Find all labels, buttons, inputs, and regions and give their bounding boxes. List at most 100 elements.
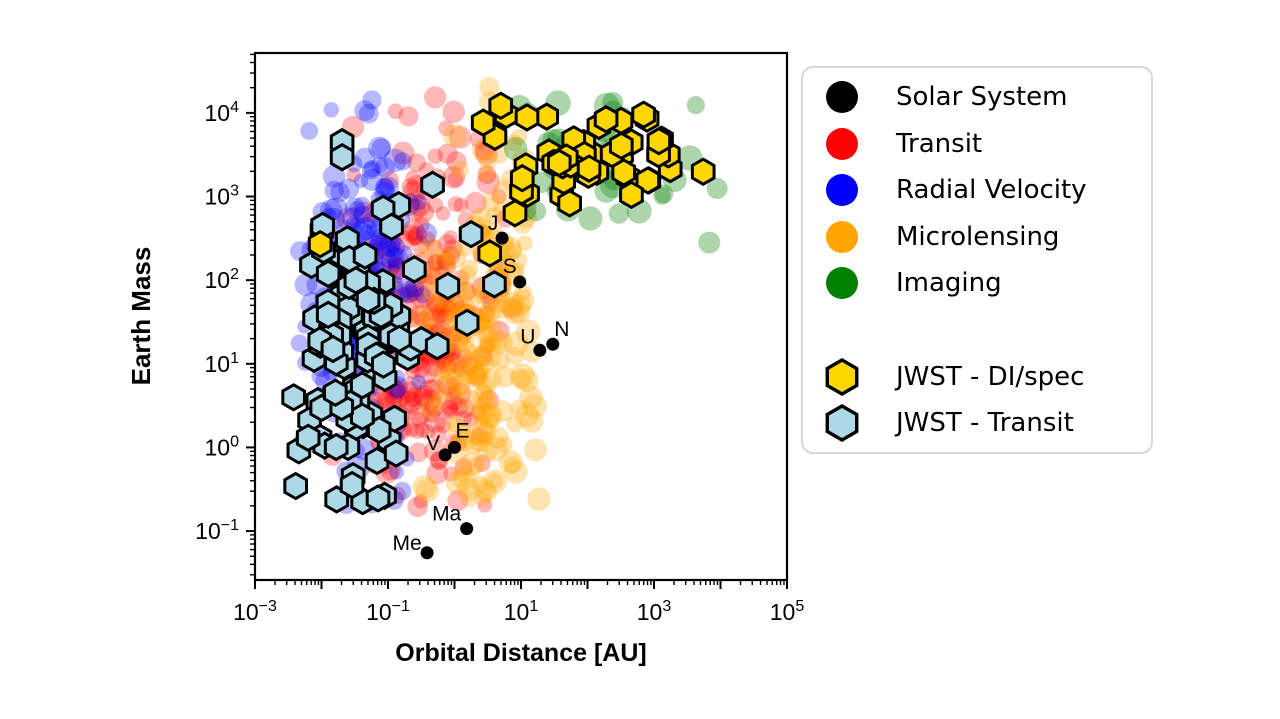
transit-point bbox=[459, 355, 480, 376]
radial-velocity-point bbox=[397, 245, 413, 261]
transit-point bbox=[385, 255, 404, 274]
transit-point bbox=[435, 206, 451, 221]
planet-label-me: Me bbox=[392, 532, 421, 555]
microlensing-point bbox=[468, 360, 490, 382]
microlensing-point bbox=[439, 247, 456, 264]
microlensing-point bbox=[477, 377, 496, 396]
microlensing-point bbox=[503, 331, 529, 357]
microlensing-point bbox=[471, 385, 495, 409]
imaging-point bbox=[526, 201, 547, 222]
radial-velocity-point bbox=[358, 103, 379, 124]
microlensing-point bbox=[460, 282, 477, 299]
hexagon-marker-icon bbox=[825, 404, 859, 443]
transit-point bbox=[473, 454, 491, 472]
y-tick-label: 100 bbox=[205, 433, 240, 460]
transit-point bbox=[398, 376, 422, 400]
jwst-di-spec-point bbox=[608, 131, 634, 161]
radial-velocity-point bbox=[363, 159, 382, 178]
transit-point bbox=[407, 496, 428, 518]
transit-point bbox=[456, 281, 477, 302]
circle-marker-icon bbox=[826, 127, 858, 160]
radial-velocity-point bbox=[375, 177, 394, 196]
x-tick-label: 10−1 bbox=[366, 598, 410, 625]
jwst-transit-point bbox=[454, 308, 480, 338]
transit-point bbox=[407, 153, 427, 173]
jwst-transit-point bbox=[315, 259, 341, 289]
transit-point bbox=[398, 106, 419, 127]
microlensing-point bbox=[470, 475, 489, 493]
jwst-transit-point bbox=[482, 270, 507, 299]
transit-point bbox=[411, 235, 430, 255]
planet-dot-j bbox=[495, 231, 509, 245]
microlensing-point bbox=[464, 435, 484, 455]
radial-velocity-point bbox=[393, 481, 412, 501]
radial-velocity-point bbox=[378, 176, 399, 198]
imaging-point bbox=[578, 206, 603, 231]
radial-velocity-point bbox=[389, 383, 405, 400]
microlensing-point bbox=[434, 300, 455, 321]
microlensing-point bbox=[445, 384, 463, 403]
microlensing-point bbox=[516, 235, 533, 252]
radial-velocity-point bbox=[330, 182, 350, 202]
jwst-transit-point bbox=[424, 331, 450, 361]
transit-point bbox=[419, 424, 436, 440]
hexagon-marker-icon bbox=[825, 357, 859, 396]
microlensing-point bbox=[433, 359, 455, 381]
jwst-transit-point bbox=[365, 484, 391, 513]
transit-point bbox=[463, 412, 479, 428]
microlensing-point bbox=[418, 397, 441, 420]
transit-point bbox=[414, 311, 431, 328]
jwst-transit-point bbox=[420, 170, 445, 200]
microlensing-point bbox=[479, 76, 500, 98]
microlensing-point bbox=[519, 385, 543, 410]
radial-velocity-point bbox=[393, 152, 412, 171]
transit-point bbox=[427, 295, 448, 316]
transit-point bbox=[447, 171, 464, 188]
microlensing-point bbox=[471, 400, 495, 424]
transit-point bbox=[408, 403, 431, 426]
microlensing-point bbox=[460, 259, 479, 278]
microlensing-point bbox=[476, 440, 498, 462]
legend-item-label: Microlensing bbox=[896, 221, 1060, 252]
jwst-di-spec-point bbox=[514, 103, 540, 132]
transit-point bbox=[376, 389, 396, 409]
y-tick-label: 103 bbox=[205, 183, 240, 210]
radial-velocity-point bbox=[353, 205, 372, 224]
jwst-transit-point bbox=[295, 423, 321, 453]
microlensing-point bbox=[472, 419, 495, 442]
radial-velocity-point bbox=[360, 168, 383, 191]
jwst-di-spec-point bbox=[690, 157, 716, 186]
microlensing-point bbox=[508, 294, 531, 317]
series-jwst-di-spec bbox=[307, 91, 716, 268]
radial-velocity-point bbox=[354, 147, 376, 169]
transit-point bbox=[443, 230, 458, 245]
microlensing-point bbox=[503, 301, 526, 325]
microlensing-point bbox=[417, 237, 442, 261]
transit-point bbox=[413, 494, 429, 509]
transit-point bbox=[436, 295, 455, 314]
transit-point bbox=[443, 466, 459, 482]
radial-velocity-point bbox=[399, 284, 419, 304]
transit-point bbox=[426, 294, 445, 313]
transit-point bbox=[447, 489, 469, 512]
transit-point bbox=[378, 245, 403, 269]
microlensing-point bbox=[447, 418, 471, 442]
imaging-point bbox=[706, 178, 728, 200]
microlensing-point bbox=[504, 460, 528, 484]
microlensing-point bbox=[458, 340, 477, 359]
transit-point bbox=[443, 391, 463, 411]
planet-dot-v bbox=[438, 448, 452, 462]
planet-label-e: E bbox=[455, 419, 469, 442]
solar-system-layer: Me VE Ma JS U N bbox=[392, 212, 569, 560]
microlensing-point bbox=[457, 365, 477, 385]
microlensing-point bbox=[451, 160, 469, 179]
imaging-point bbox=[594, 179, 618, 203]
legend-group-spacer bbox=[803, 307, 1151, 354]
microlensing-point bbox=[486, 336, 503, 352]
jwst-transit-point bbox=[283, 471, 308, 501]
microlensing-point bbox=[482, 469, 508, 494]
radial-velocity-point bbox=[353, 196, 371, 214]
radial-velocity-point bbox=[375, 178, 395, 198]
transit-point bbox=[346, 167, 361, 183]
planet-label-s: S bbox=[503, 255, 517, 278]
